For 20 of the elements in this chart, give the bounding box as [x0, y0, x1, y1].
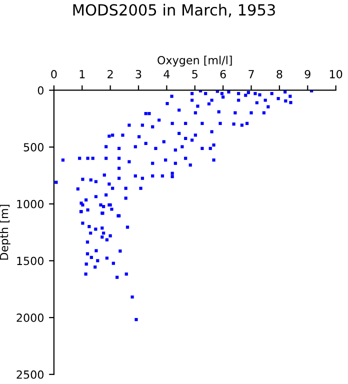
x-tick-label: 4	[164, 70, 170, 78]
y-tick-label: 1000	[17, 200, 44, 208]
y-axis-title: Depth [m]	[0, 204, 10, 260]
x-tick-label: 5	[192, 70, 198, 78]
chart-title: MODS2005 in March, 1953	[73, 4, 275, 18]
x-tick-label: 3	[136, 70, 142, 78]
x-tick-label: 9	[304, 70, 310, 78]
x-tick-label: 8	[276, 70, 282, 78]
x-tick-label: 1	[80, 70, 85, 78]
x-axis-title: Oxygen [ml/l]	[158, 56, 232, 67]
y-tick-label: 2500	[16, 370, 44, 379]
x-tick-label: 2	[108, 70, 113, 78]
y-tick-label: 0	[38, 86, 44, 95]
y-tick-label: 2000	[16, 314, 44, 322]
x-tick-label: 7	[248, 70, 254, 78]
x-tick-label: 10	[330, 70, 342, 78]
x-tick-label: 6	[220, 70, 226, 78]
y-tick-label: 1500	[17, 256, 44, 266]
y-tick-label: 500	[24, 143, 44, 152]
x-tick-label: 0	[51, 70, 57, 78]
